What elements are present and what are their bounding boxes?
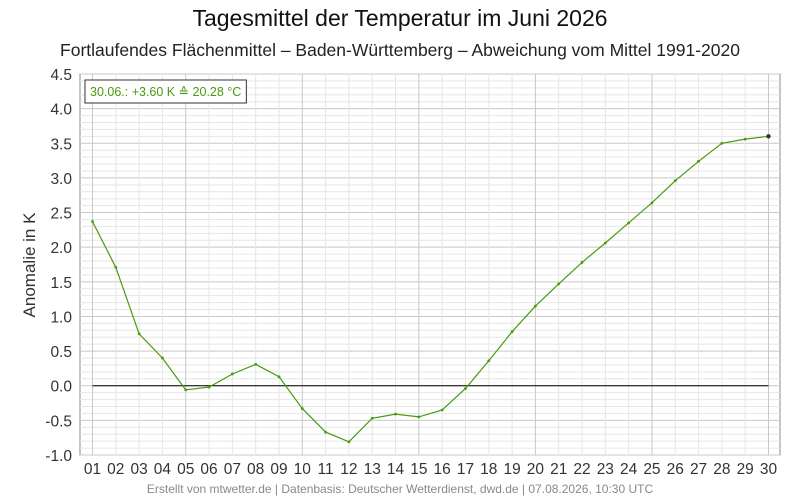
y-tick-label: 4.5 [50, 67, 72, 84]
data-point [161, 356, 164, 360]
data-point [510, 330, 514, 334]
y-tick-label: 4.0 [50, 102, 72, 119]
data-point [557, 282, 561, 286]
data-point [440, 408, 444, 412]
y-tick-label: 1.5 [50, 275, 72, 292]
y-tick-labels: -1.0 -0.5 0.0 0.5 1.0 1.5 2.0 2.5 3.0 3.5 4.0 4.5 [45, 67, 72, 465]
data-point [114, 265, 118, 269]
x-tick-label: 29 [737, 461, 754, 478]
data-point [650, 201, 654, 205]
data-point [533, 304, 537, 308]
data-point [464, 387, 467, 390]
annotation-text: 30.06.: +3.60 K ≙ 20.28 °C [90, 85, 241, 99]
data-point [743, 137, 747, 141]
annotation-box: 30.06.: +3.60 K ≙ 20.28 °C [84, 79, 247, 104]
x-tick-label: 19 [503, 461, 520, 478]
x-tick-label: 15 [410, 461, 427, 478]
chart-subtitle: Fortlaufendes Flächenmittel – Baden-Würt… [60, 40, 740, 60]
x-tick-label: 26 [667, 461, 684, 478]
x-tick-label: 24 [620, 461, 638, 478]
series-line [91, 135, 769, 443]
x-tick-label: 12 [340, 461, 357, 478]
x-tick-label: 09 [270, 461, 287, 478]
data-point [184, 388, 188, 392]
x-tick-label: 08 [247, 461, 264, 478]
data-point [673, 179, 677, 183]
data-point [277, 375, 281, 379]
x-tick-label: 03 [130, 461, 147, 478]
data-point [370, 416, 374, 420]
x-tick-label: 02 [107, 461, 124, 478]
x-tick-label: 04 [154, 461, 172, 478]
data-point [417, 415, 421, 419]
x-tick-label: 10 [294, 461, 312, 478]
x-tick-label: 07 [224, 461, 241, 478]
data-point [300, 407, 304, 410]
data-point [324, 430, 328, 434]
data-points [91, 134, 771, 444]
data-point [137, 332, 141, 336]
x-tick-label: 27 [690, 461, 707, 478]
x-tick-label: 22 [573, 461, 590, 478]
y-axis-label: Anomalie in K [20, 212, 39, 318]
x-tick-label: 21 [550, 461, 567, 478]
footer-credits: Erstellt von mtwetter.de | Datenbasis: D… [146, 482, 654, 496]
y-tick-label: 0.5 [50, 344, 72, 361]
data-point [627, 221, 631, 225]
x-tick-label: 30 [760, 461, 778, 478]
x-tick-label: 23 [597, 461, 614, 478]
data-point [720, 141, 724, 145]
y-tick-label: 1.0 [50, 309, 72, 326]
x-tick-label: 11 [318, 461, 334, 478]
y-tick-label: -1.0 [45, 448, 72, 465]
y-tick-label: 2.5 [50, 206, 72, 223]
data-point [766, 134, 771, 139]
data-point [230, 372, 234, 376]
x-tick-label: 14 [387, 461, 405, 478]
data-point [347, 440, 351, 444]
data-point [487, 359, 491, 363]
data-point [254, 362, 258, 366]
x-tick-label: 05 [177, 461, 194, 478]
plot-area [79, 73, 781, 456]
x-tick-label: 16 [434, 461, 451, 478]
y-tick-label: 3.5 [50, 136, 72, 153]
y-tick-label: 0.0 [50, 379, 72, 396]
x-tick-labels: 01 02 03 04 05 06 07 08 09 10 11 12 13 14 15 16 17 18 19 20… [84, 461, 778, 478]
x-tick-label: 18 [480, 461, 497, 478]
x-tick-label: 25 [643, 461, 660, 478]
x-tick-label: 01 [84, 461, 101, 478]
y-tick-label: -0.5 [45, 413, 72, 430]
data-point [394, 412, 397, 416]
x-tick-label: 20 [527, 461, 545, 478]
chart-title: Tagesmittel der Temperatur im Juni 2026 [192, 5, 608, 31]
data-point [91, 220, 94, 223]
data-point [697, 159, 700, 163]
data-point [603, 241, 607, 245]
x-tick-label: 13 [364, 461, 381, 478]
x-tick-label: 06 [200, 461, 217, 478]
y-tick-label: 3.0 [50, 171, 72, 188]
data-point [207, 385, 211, 389]
x-tick-label: 28 [713, 461, 730, 478]
x-tick-label: 17 [457, 461, 474, 478]
data-point [580, 261, 584, 264]
y-tick-label: 2.0 [50, 240, 72, 257]
